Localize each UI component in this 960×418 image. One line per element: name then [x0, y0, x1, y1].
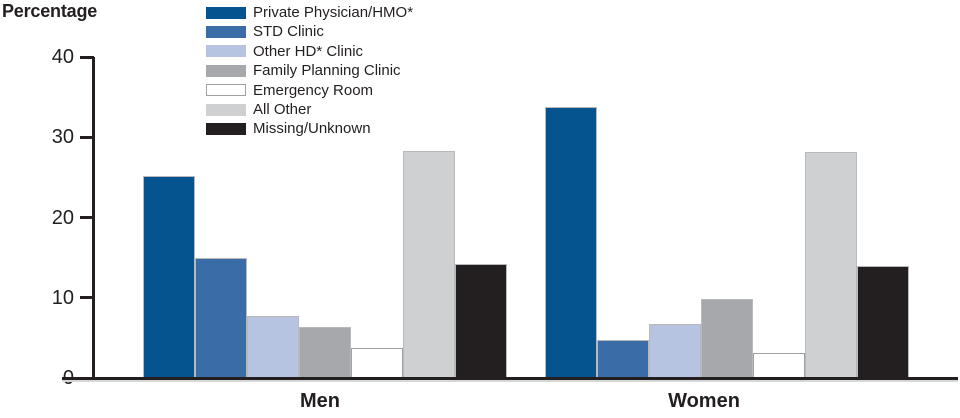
y-tick-mark	[80, 216, 94, 219]
bar-men-missing-unknown	[455, 264, 507, 378]
legend-item: Missing/Unknown	[206, 119, 413, 138]
legend-swatch	[206, 84, 246, 97]
bar-women-family-planning-clinic	[701, 299, 753, 378]
y-axis-title: Percentage	[2, 1, 98, 21]
legend-item: All Other	[206, 100, 413, 119]
bar-women-all-other	[805, 151, 857, 378]
legend-swatch	[206, 64, 246, 77]
legend-label: Family Planning Clinic	[253, 62, 401, 80]
bar-men-emergency-room	[351, 348, 403, 378]
bar-men-private-physician-hmo	[143, 175, 195, 378]
bar-women-missing-unknown	[857, 266, 909, 378]
legend-label: Private Physician/HMO*	[253, 4, 414, 21]
bar-women-private-physician-hmo	[545, 106, 597, 378]
bar-women-std-clinic	[597, 340, 649, 378]
legend-swatch	[206, 103, 246, 116]
legend-item: Other HD* Clinic	[206, 42, 413, 61]
bar-women-emergency-room	[753, 353, 805, 378]
legend-item: STD Clinic	[206, 22, 413, 41]
legend-swatch	[206, 6, 246, 19]
x-category-label-women: Women	[668, 390, 740, 412]
bar-women-other-hd-clinic	[649, 324, 701, 378]
y-tick-label: 30	[51, 126, 74, 149]
bar-men-all-other	[403, 150, 455, 378]
legend-item: Family Planning Clinic	[206, 61, 413, 80]
bar-men-other-hd-clinic	[247, 316, 299, 378]
legend-swatch	[206, 45, 246, 58]
legend-label: STD Clinic	[253, 23, 324, 41]
legend-label: All Other	[253, 100, 312, 118]
bar-men-std-clinic	[195, 258, 247, 378]
y-tick-mark	[80, 296, 94, 300]
y-tick-label: 10	[51, 286, 74, 309]
legend-label: Other HD* Clinic	[253, 42, 364, 60]
y-tick-mark	[80, 135, 94, 139]
legend-item: Private Physician/HMO*	[206, 3, 413, 22]
y-tick-mark	[80, 55, 94, 59]
legend-label: Missing/Unknown	[253, 120, 371, 138]
bar-men-family-planning-clinic	[299, 326, 351, 378]
legend-label: Emergency Room	[253, 81, 374, 99]
y-tick-label: 20	[51, 206, 74, 229]
x-category-label-men: Men	[300, 390, 340, 412]
legend: Private Physician/HMO* STD Clinic Other HD…	[206, 3, 413, 139]
x-axis-line	[62, 377, 958, 382]
legend-swatch	[206, 123, 246, 136]
y-tick-label: 40	[51, 46, 74, 68]
legend-swatch	[206, 26, 246, 39]
legend-item: Emergency Room	[206, 81, 413, 100]
